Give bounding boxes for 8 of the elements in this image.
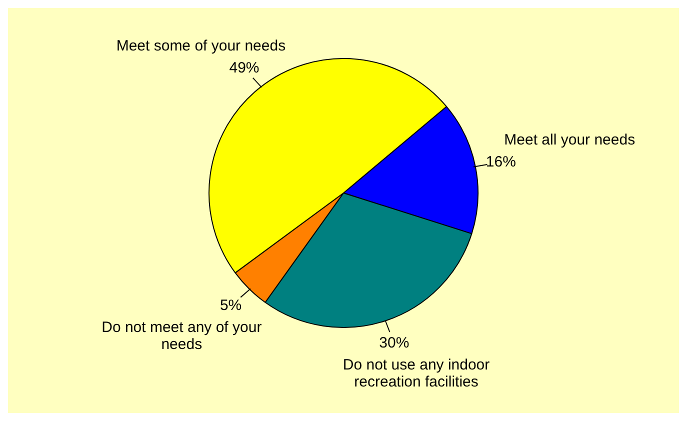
slice-label: Meet some of your needs — [116, 38, 286, 55]
data-label: 16% — [486, 153, 516, 170]
data-label: 5% — [220, 296, 242, 314]
data-label: 49% — [229, 60, 260, 77]
slice-label: Meet all your needs — [504, 131, 636, 148]
data-label: 30% — [379, 334, 410, 352]
slice-label: Do not use any indoor recreation facilities — [342, 356, 490, 391]
slice-label: Do not meet any of your needs — [102, 318, 262, 353]
